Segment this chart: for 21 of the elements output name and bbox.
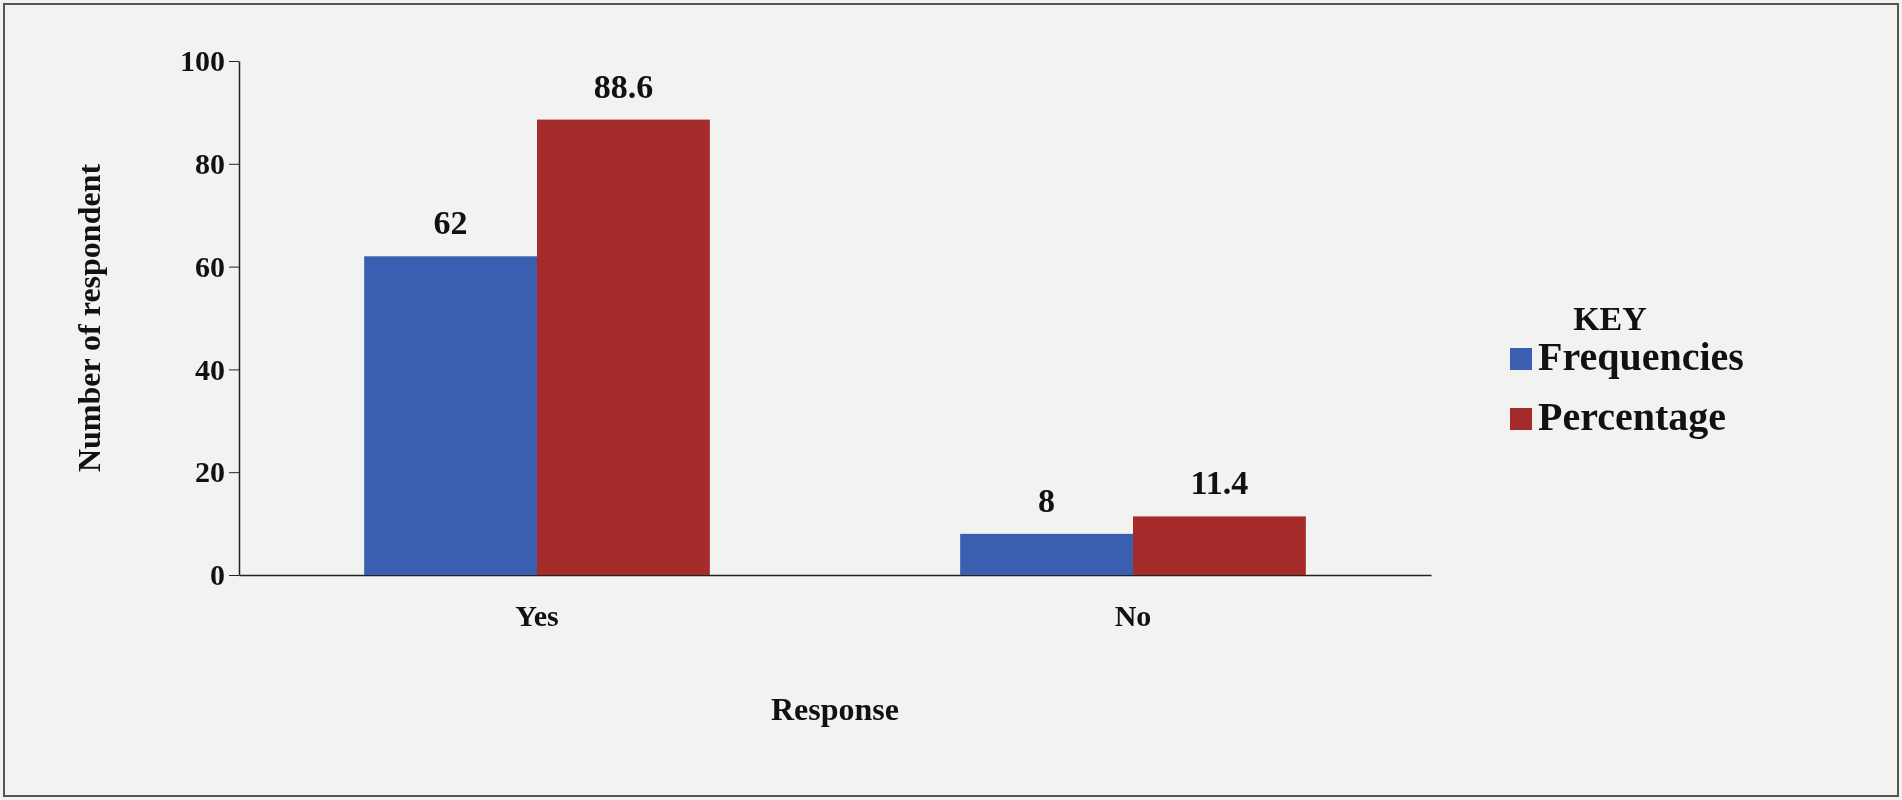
bar bbox=[960, 533, 1133, 575]
data-label: 11.4 bbox=[1190, 464, 1249, 502]
data-label: 8 bbox=[1038, 481, 1056, 519]
bar bbox=[364, 256, 537, 575]
data-label: 62 bbox=[433, 204, 468, 242]
bar bbox=[1133, 516, 1306, 575]
legend-title: KEY bbox=[1573, 300, 1647, 337]
bar bbox=[537, 119, 710, 575]
x-tick-label: Yes bbox=[515, 599, 559, 633]
y-tick-label: 20 bbox=[195, 455, 225, 489]
y-tick-label: 60 bbox=[195, 249, 225, 283]
data-label: 88.6 bbox=[593, 67, 654, 105]
y-tick-label: 80 bbox=[195, 146, 225, 180]
x-axis-title: Response bbox=[770, 691, 900, 727]
legend-label: Percentage bbox=[1538, 394, 1727, 439]
y-axis-title: Number of respondent bbox=[71, 163, 107, 473]
y-tick-label: 0 bbox=[210, 558, 225, 592]
y-tick-label: 40 bbox=[195, 352, 225, 386]
legend-label: Frequencies bbox=[1538, 334, 1744, 379]
x-tick-label: No bbox=[1114, 599, 1152, 633]
y-tick-label: 100 bbox=[180, 44, 225, 78]
